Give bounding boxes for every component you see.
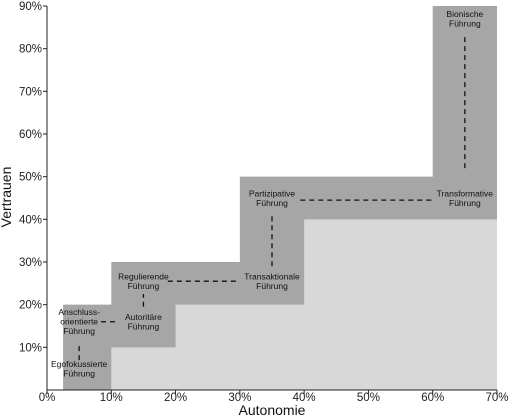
regions <box>63 6 498 390</box>
x-tick-label: 40% <box>293 392 316 404</box>
x-tick-label: 0% <box>39 392 56 404</box>
axes: 0% 10% 20% 30% 40% 50% 60% 70% 10% 20% 30% 40% 50% 60… <box>19 1 509 404</box>
x-tick-label: 60% <box>421 392 444 404</box>
y-tick-label: 50% <box>19 172 42 184</box>
style-label: Bionische Führung <box>446 9 483 29</box>
x-tick-label: 30% <box>228 392 251 404</box>
y-axis-title: Vertrauen <box>0 167 14 228</box>
y-tick-label: 80% <box>19 44 42 56</box>
style-label: Anschluss-orientierte Führung <box>58 307 100 336</box>
y-tick-label: 90% <box>19 1 42 13</box>
style-label: Transaktionale Führung <box>244 271 300 291</box>
y-tick-label: 20% <box>19 300 42 312</box>
style-labels: Egofokussierte Führung Anschluss-orientier… <box>51 9 493 378</box>
y-tick-label: 70% <box>19 86 42 98</box>
x-tick-label: 50% <box>357 392 380 404</box>
x-tick-label: 70% <box>485 392 508 404</box>
x-axis-title: Autonomie <box>239 402 306 418</box>
style-label: Transformative Führung <box>437 188 494 208</box>
y-tick-label: 10% <box>19 342 42 354</box>
style-label: Egofokussierte Führung <box>51 359 107 379</box>
y-tick-label: 30% <box>19 257 42 269</box>
style-label: Autoritäre Führung <box>125 312 162 332</box>
style-label: Partizipative Führung <box>249 188 296 208</box>
x-tick-label: 10% <box>100 392 123 404</box>
style-label: Regulierende Führung <box>118 271 169 291</box>
connectors <box>78 33 466 361</box>
x-tick-label: 20% <box>164 392 187 404</box>
y-tick-label: 60% <box>19 129 42 141</box>
y-tick-label: 40% <box>19 214 42 226</box>
inner-autonomy-region <box>111 219 498 390</box>
